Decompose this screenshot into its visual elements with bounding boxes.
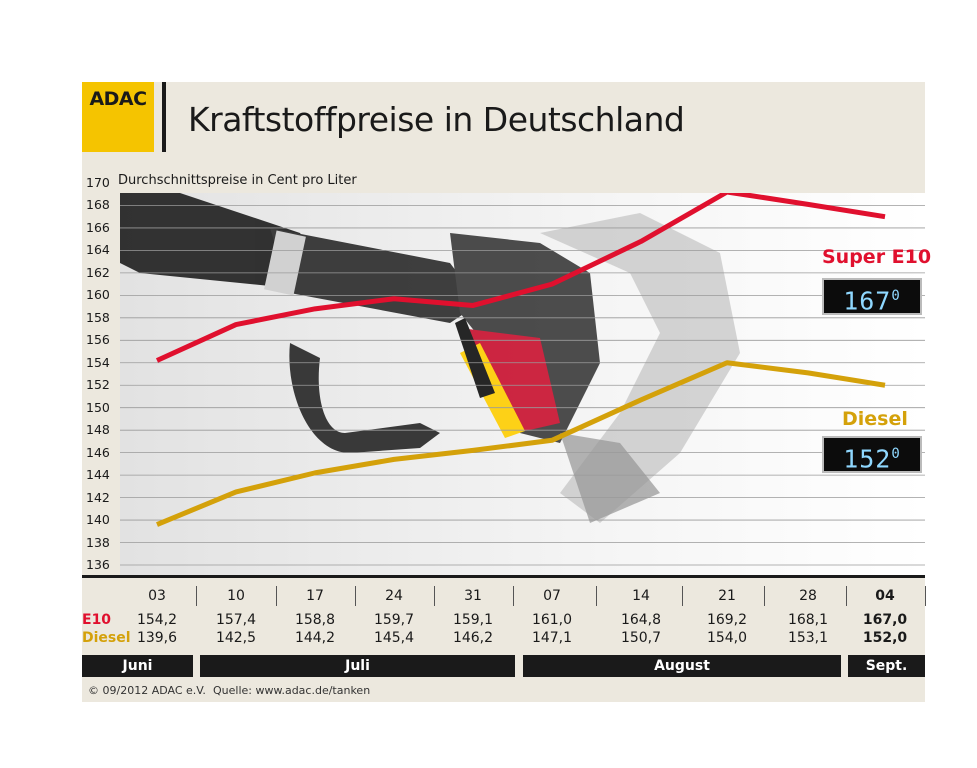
grid-lines — [120, 205, 925, 566]
y-tick-label: 154 — [86, 354, 110, 370]
data-label-e10: 167,0 — [862, 612, 908, 628]
y-tick-label: 156 — [86, 332, 110, 348]
y-tick-label: 152 — [86, 377, 110, 393]
series-lines — [155, 193, 886, 527]
y-tick-label: 142 — [86, 489, 110, 505]
month-sept: Sept. — [848, 655, 925, 677]
data-label-e10: 159,1 — [452, 612, 494, 628]
diesel-display-value: 152 — [843, 444, 892, 474]
y-tick-label: 158 — [86, 309, 110, 325]
data-label-e10: 154,2 — [136, 612, 178, 628]
y-tick-label: 160 — [86, 287, 110, 303]
e10-row-label: E10 — [82, 612, 112, 628]
data-label-e10: 161,0 — [531, 612, 573, 628]
x-tick-mark — [846, 586, 847, 606]
y-axis-title: Durchschnittspreise in Cent pro Liter — [118, 173, 357, 188]
x-tick-label: 10 — [227, 588, 245, 604]
adac-logo: ADAC — [82, 82, 154, 152]
data-label-diesel: 144,2 — [294, 630, 336, 646]
x-tick-label: 07 — [543, 588, 561, 604]
y-tick-label: 166 — [86, 219, 110, 235]
y-tick-label: 168 — [86, 197, 110, 213]
data-label-e10: 159,7 — [373, 612, 415, 628]
data-label-diesel: 154,0 — [706, 630, 748, 646]
data-label-e10: 164,8 — [620, 612, 662, 628]
x-tick-mark — [355, 586, 356, 606]
data-label-e10: 168,1 — [787, 612, 829, 628]
fuel-nozzle-icon — [120, 193, 740, 523]
diesel-display-sup: 0 — [891, 446, 901, 462]
e10-display-value: 167 — [843, 286, 892, 316]
plot-area — [120, 193, 925, 575]
data-label-e10: 157,4 — [215, 612, 257, 628]
x-tick-mark — [682, 586, 683, 606]
x-axis-line — [82, 575, 925, 578]
source-note: Quelle: www.adac.de/tanken — [213, 684, 371, 697]
x-tick-label: 03 — [148, 588, 166, 604]
e10-display-sup: 0 — [891, 288, 901, 304]
series-line-e10 — [155, 193, 886, 363]
data-label-diesel: 142,5 — [215, 630, 257, 646]
series-label-e10: Super E10 — [822, 246, 932, 268]
data-label-diesel: 150,7 — [620, 630, 662, 646]
y-tick-label: 170 — [86, 175, 110, 190]
x-tick-mark — [764, 586, 765, 606]
y-tick-label: 138 — [86, 534, 110, 550]
e10-price-display: 1670 — [822, 278, 922, 315]
x-tick-mark — [276, 586, 277, 606]
x-tick-mark — [434, 586, 435, 606]
data-label-diesel: 147,1 — [531, 630, 573, 646]
y-tick-label: 162 — [86, 264, 110, 280]
chart-title: Kraftstoffpreise in Deutschland — [188, 100, 685, 139]
y-tick-label: 144 — [86, 467, 110, 483]
x-tick-label: 21 — [718, 588, 736, 604]
data-label-e10: 169,2 — [706, 612, 748, 628]
data-label-diesel: 152,0 — [862, 630, 908, 646]
title-separator — [162, 82, 166, 152]
y-tick-label: 136 — [86, 557, 110, 572]
x-tick-label: 28 — [799, 588, 817, 604]
x-tick-label: 04 — [875, 588, 895, 604]
month-august: August — [523, 655, 841, 677]
x-tick-mark — [925, 586, 926, 606]
data-label-diesel: 145,4 — [373, 630, 415, 646]
diesel-price-display: 1520 — [822, 436, 922, 473]
chart-svg — [120, 193, 925, 575]
data-label-diesel: 153,1 — [787, 630, 829, 646]
series-line-diesel — [156, 360, 886, 527]
x-tick-mark — [196, 586, 197, 606]
y-tick-label: 146 — [86, 444, 110, 460]
x-tick-label: 31 — [464, 588, 482, 604]
y-tick-label: 140 — [86, 512, 110, 528]
data-label-e10: 158,8 — [294, 612, 336, 628]
x-tick-mark — [596, 586, 597, 606]
y-tick-label: 148 — [86, 422, 110, 438]
data-label-diesel: 146,2 — [452, 630, 494, 646]
series-label-diesel: Diesel — [842, 408, 908, 430]
x-tick-label: 24 — [385, 588, 403, 604]
diesel-row-label: Diesel — [82, 630, 131, 646]
month-juli: Juli — [200, 655, 515, 677]
x-tick-label: 14 — [632, 588, 650, 604]
y-tick-label: 150 — [86, 399, 110, 415]
data-label-diesel: 139,6 — [136, 630, 178, 646]
x-tick-label: 17 — [306, 588, 324, 604]
month-juni: Juni — [82, 655, 193, 677]
y-tick-label: 164 — [86, 242, 110, 258]
copyright: © 09/2012 ADAC e.V. — [88, 684, 206, 697]
logo-text: ADAC — [89, 88, 147, 110]
x-tick-mark — [513, 586, 514, 606]
